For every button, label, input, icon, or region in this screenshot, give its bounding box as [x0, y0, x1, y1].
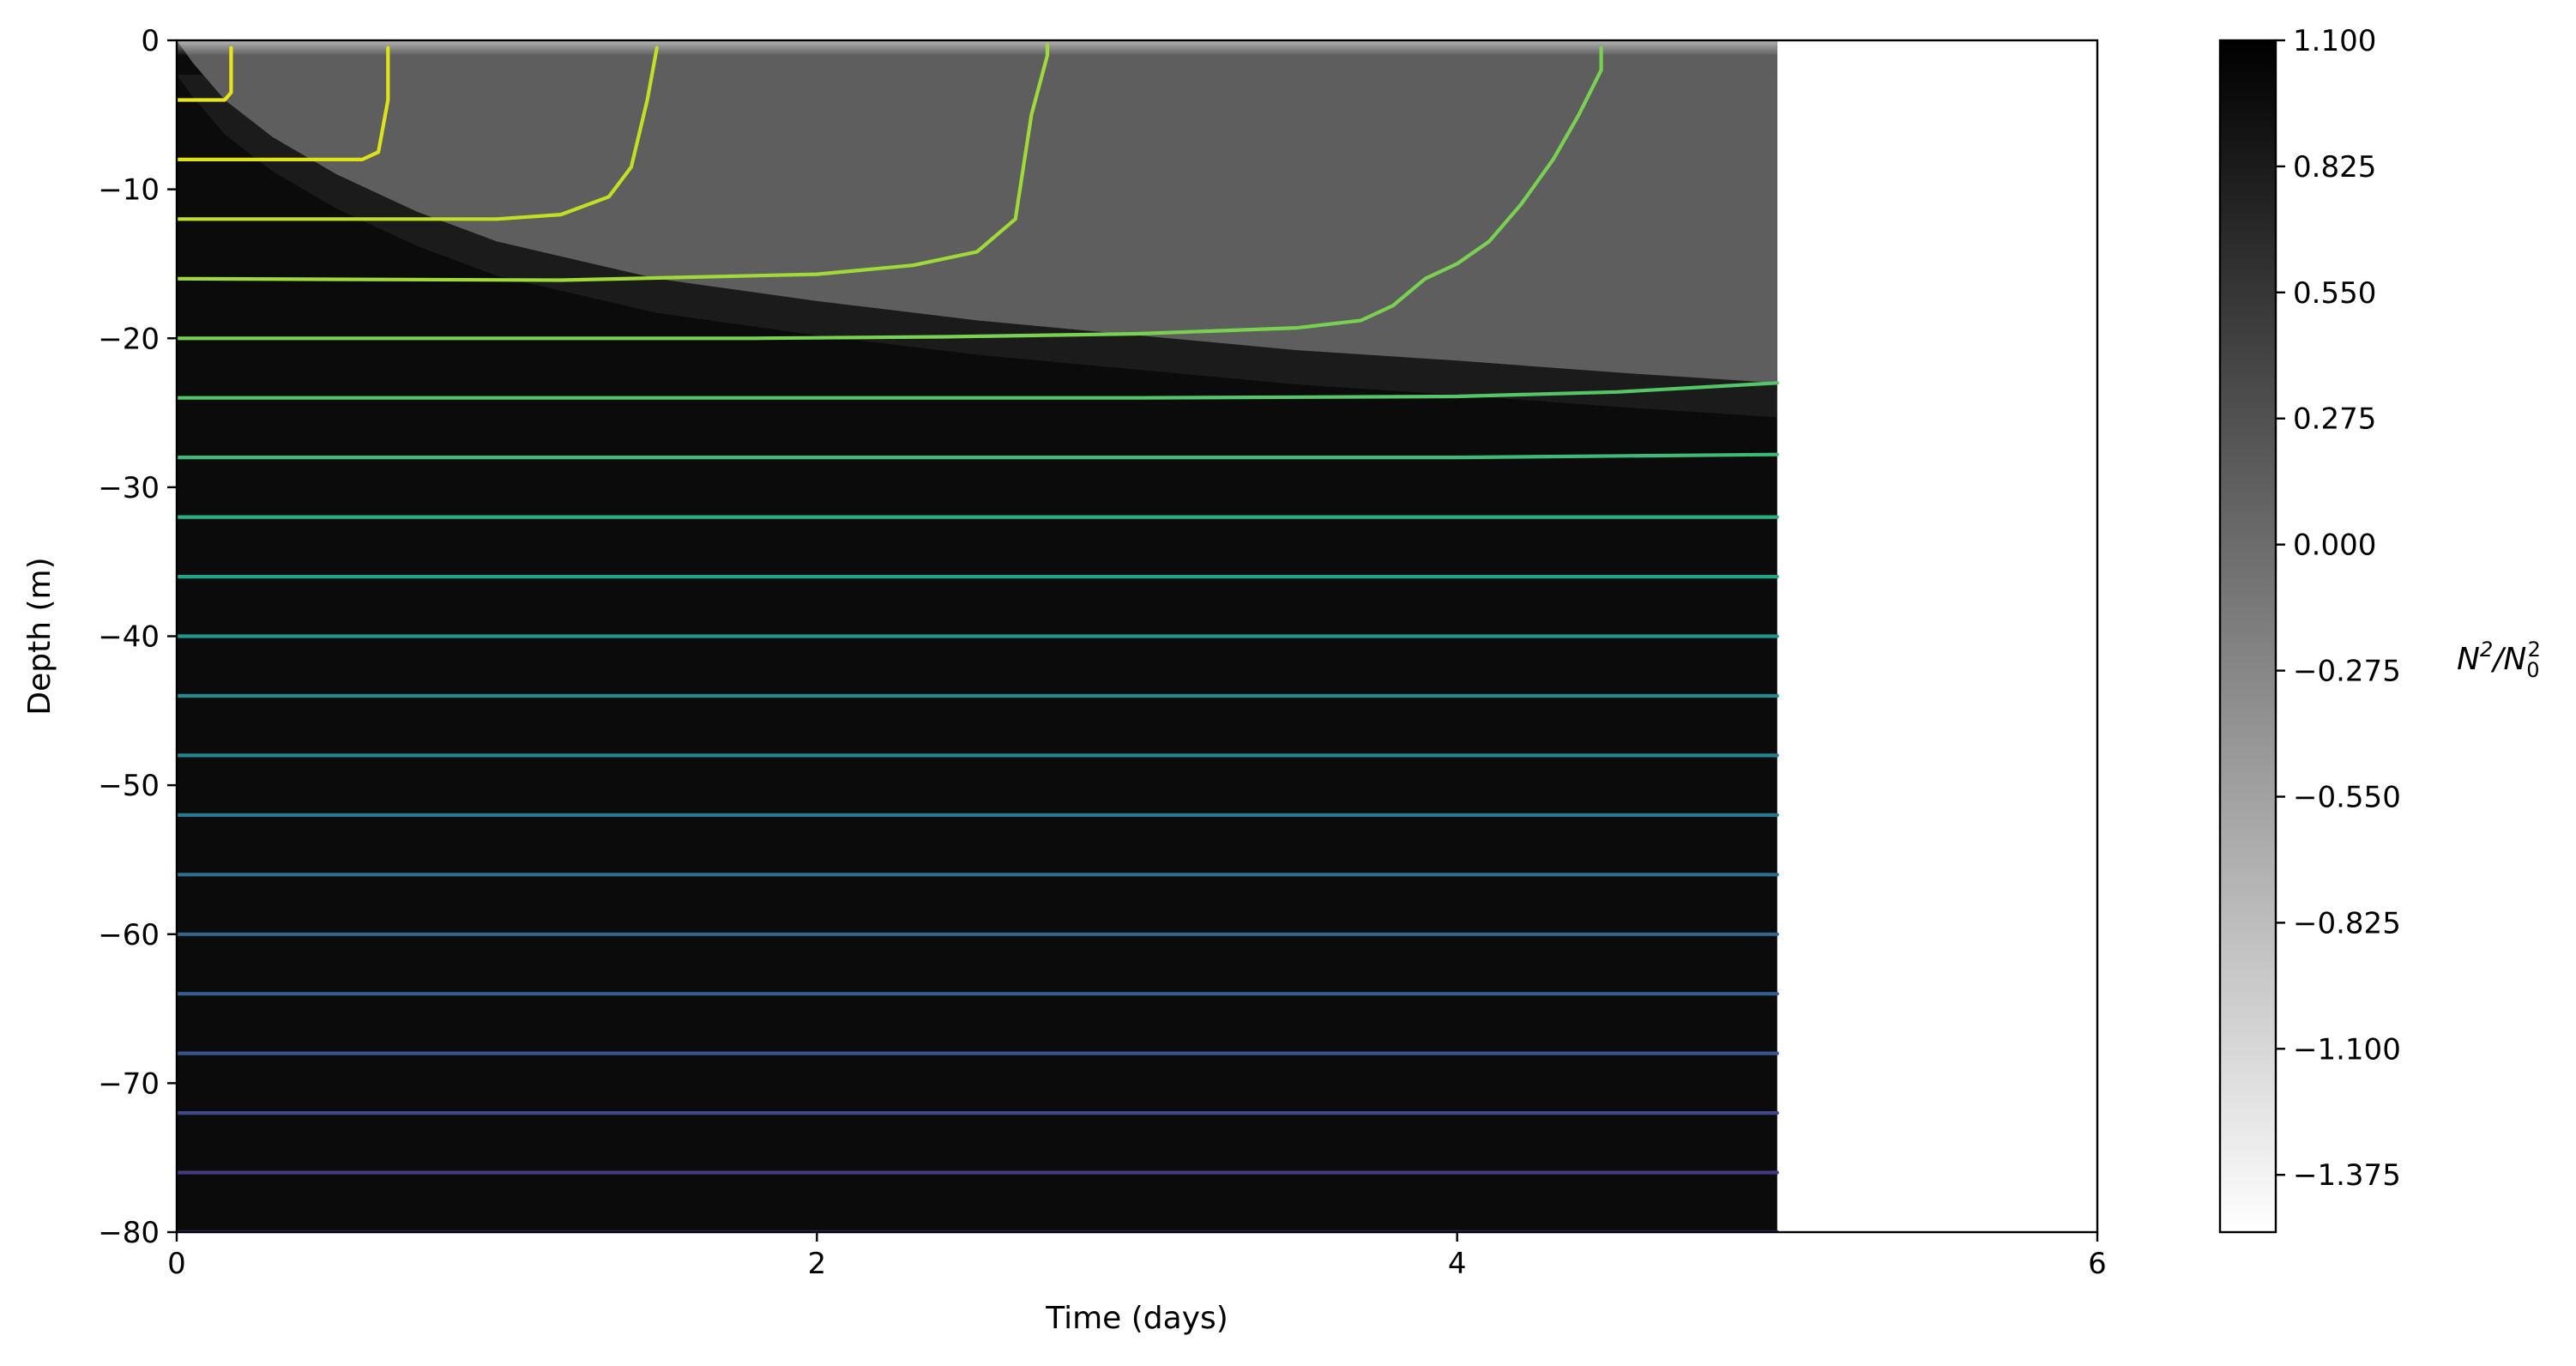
- colorbar-ticks: 1.100 0.825 0.550 0.275 0.000 −0.275 −0.550 −0.…: [2276, 24, 2401, 1193]
- plot-area: [175, 39, 2099, 1234]
- contour-lines: [177, 43, 1779, 1232]
- y-tick-label: −50: [98, 769, 160, 803]
- colorbar: 1.100 0.825 0.550 0.275 0.000 −0.275 −0.550 −0.…: [2218, 24, 2541, 1234]
- heatmap-mixed-layer: [177, 40, 1777, 384]
- colorbar-tick-label: 0.000: [2293, 529, 2376, 563]
- y-axis-label: Depth (m): [22, 557, 57, 715]
- x-tick-label: 6: [2088, 1247, 2107, 1281]
- heatmap-surface-band: [177, 40, 1777, 56]
- y-axis: 0 −10 −20 −30 −40 −50 −60 −70 −80: [98, 24, 177, 1250]
- x-tick-label: 2: [808, 1247, 827, 1281]
- contour-line: [177, 45, 659, 221]
- colorbar-frame: [2218, 39, 2277, 1234]
- colorbar-label: N2/N02: [2457, 638, 2541, 682]
- colorbar-tick-label: −0.825: [2293, 906, 2401, 940]
- colorbar-tick-label: −0.275: [2293, 655, 2401, 689]
- contour-line: [177, 452, 1779, 460]
- y-tick-label: −10: [98, 173, 160, 208]
- colorbar-tick-label: 1.100: [2293, 24, 2376, 58]
- colorbar-tick-label: 0.550: [2293, 276, 2376, 311]
- y-tick-label: −30: [98, 471, 160, 505]
- x-tick-label: 4: [1448, 1247, 1467, 1281]
- y-tick-label: −20: [98, 322, 160, 356]
- colorbar-tick-label: 0.275: [2293, 402, 2376, 437]
- x-axis: 0 2 4 6: [167, 1232, 2107, 1281]
- colorbar-tick-label: −0.550: [2293, 780, 2401, 814]
- y-tick-label: −40: [98, 620, 160, 655]
- x-axis-label: Time (days): [1045, 1301, 1228, 1336]
- y-tick-label: 0: [141, 24, 160, 58]
- colorbar-gradient: [2220, 40, 2276, 1232]
- y-tick-label: −70: [98, 1067, 160, 1101]
- x-tick-label: 0: [167, 1247, 186, 1281]
- contour-line: [177, 43, 1050, 282]
- colorbar-tick-label: 0.825: [2293, 150, 2376, 184]
- contour-line: [177, 45, 390, 161]
- y-tick-label: −60: [98, 918, 160, 952]
- colorbar-tick-label: −1.375: [2293, 1158, 2401, 1193]
- contour-line: [177, 381, 1779, 400]
- colorbar-tick-label: −1.100: [2293, 1032, 2401, 1067]
- y-tick-label: −80: [98, 1216, 160, 1250]
- contour-line: [177, 45, 1603, 341]
- contour-line: [177, 45, 233, 102]
